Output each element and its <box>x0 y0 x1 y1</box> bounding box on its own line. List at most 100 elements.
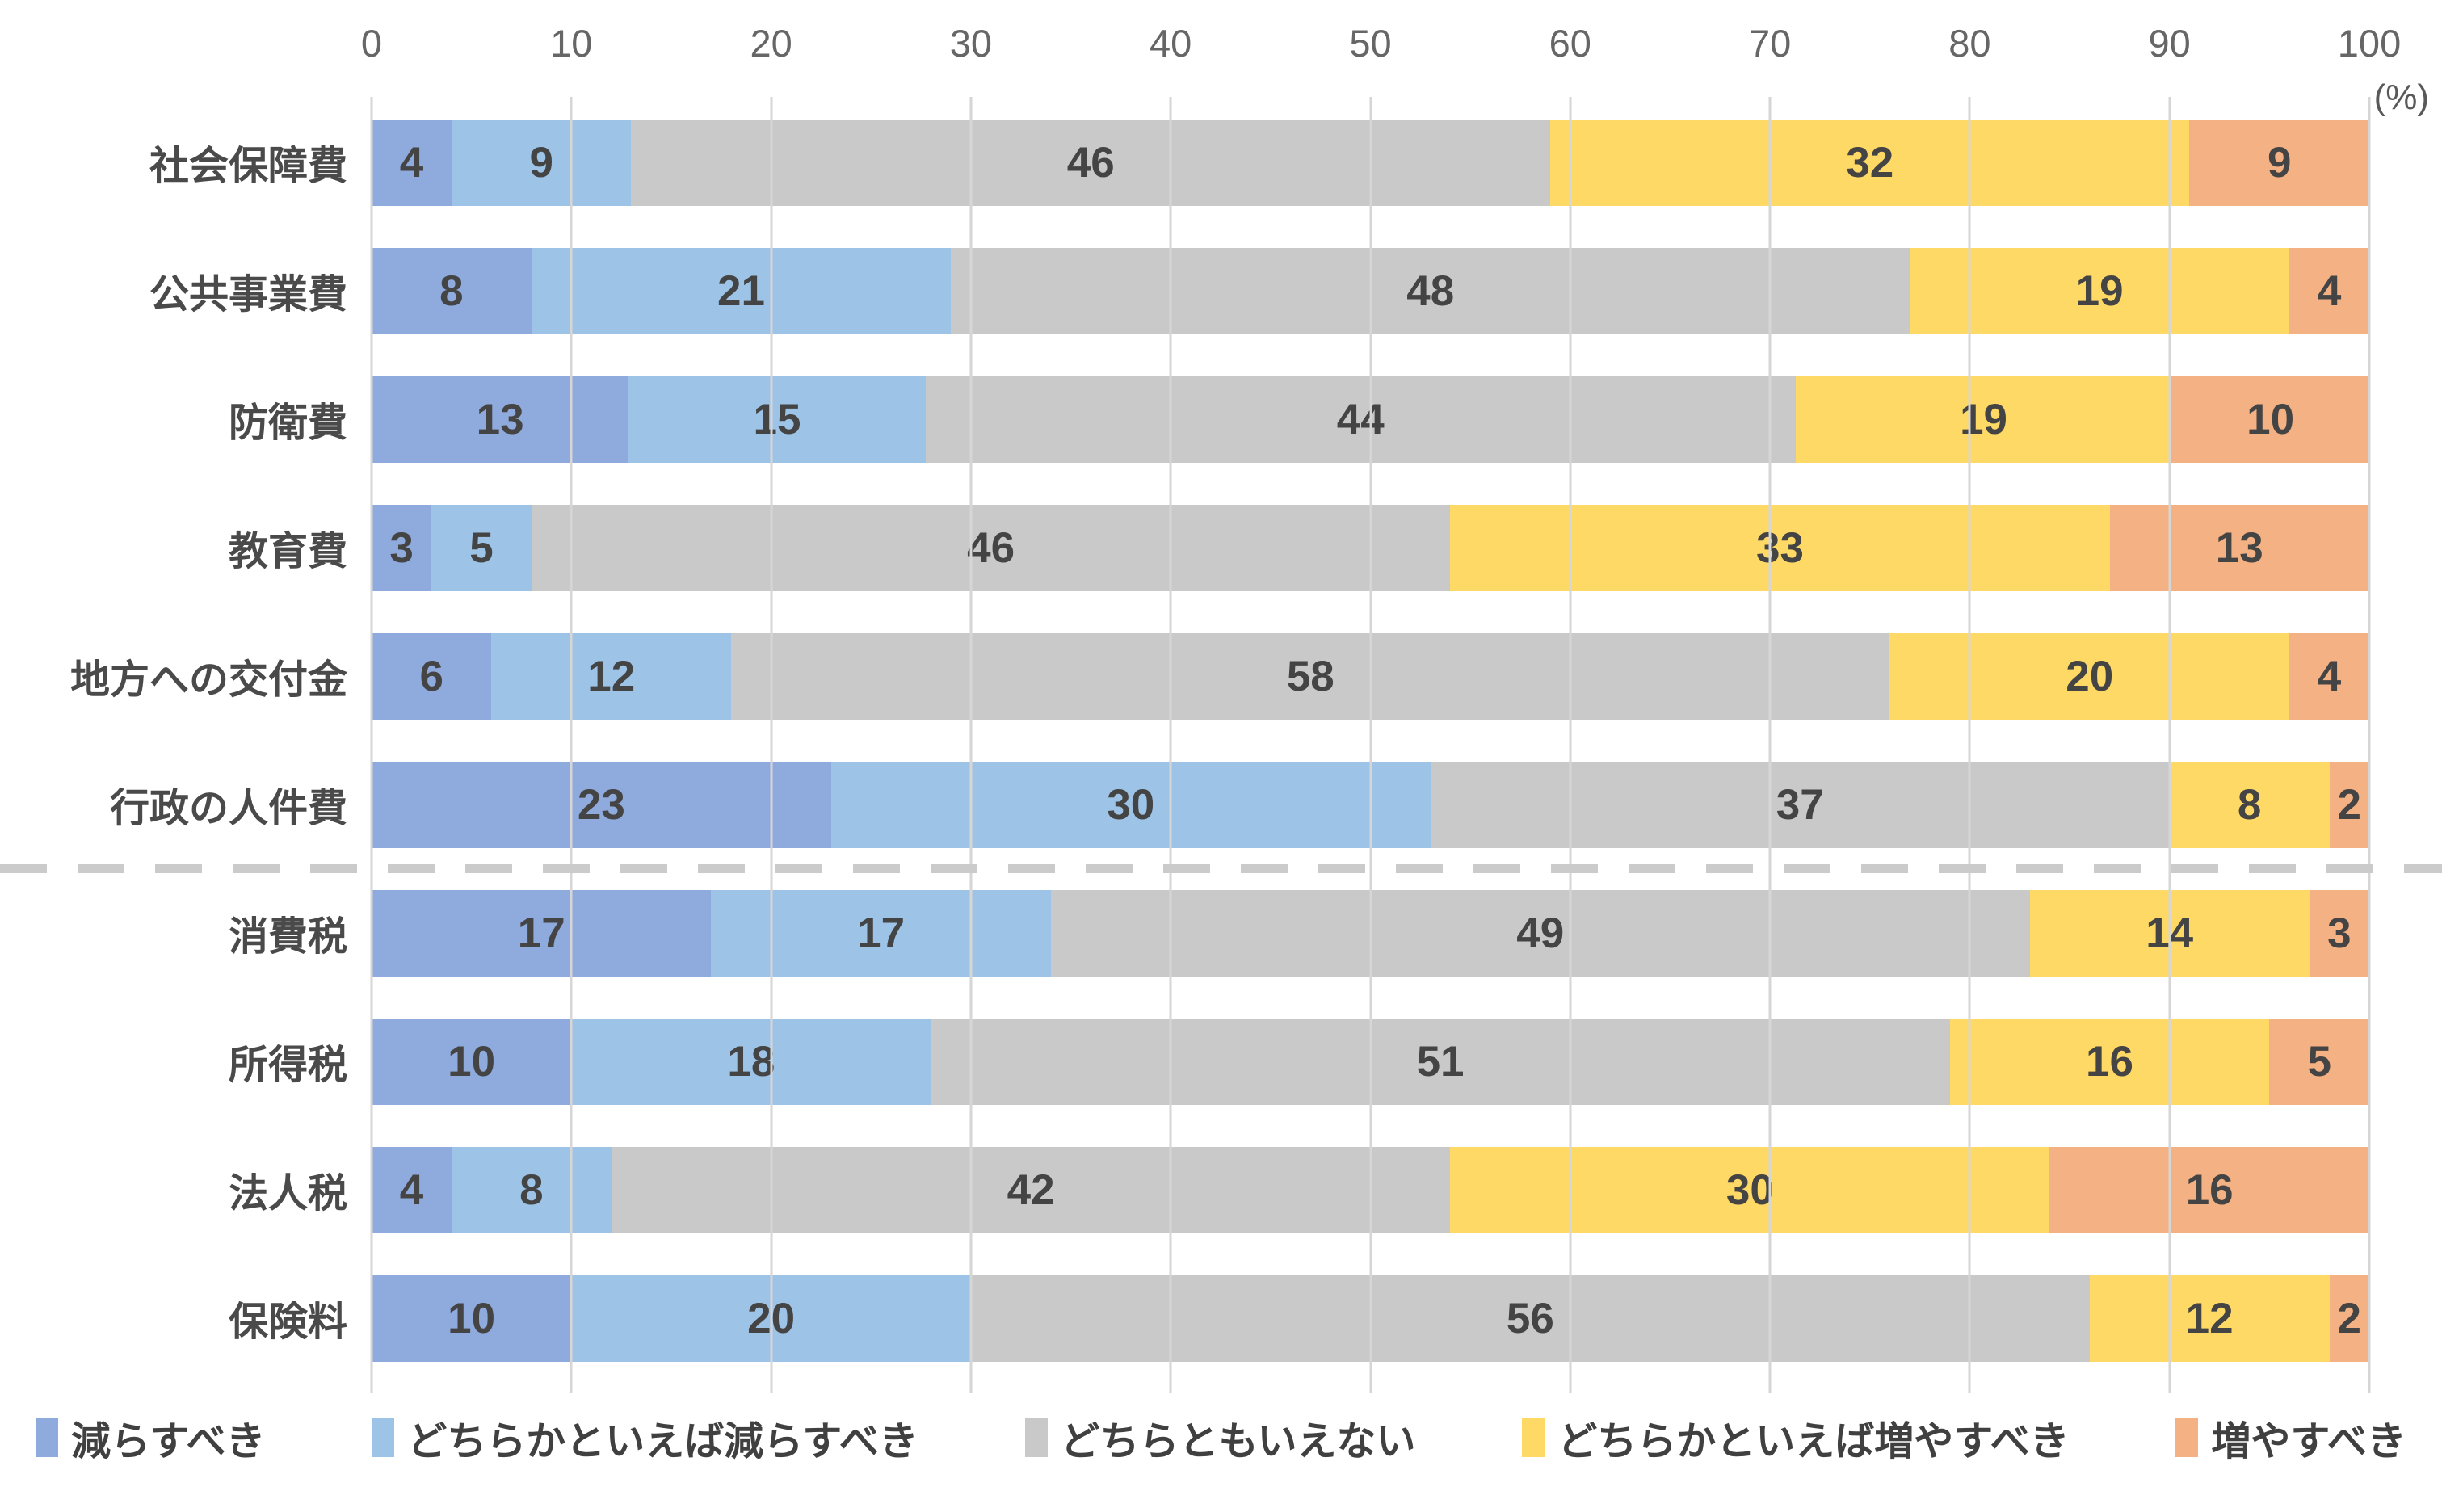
bar-segment: 10 <box>372 1018 572 1105</box>
x-axis-tick-80: 80 <box>1948 22 1991 65</box>
category-label: 教育費 <box>228 530 347 573</box>
bar-segment: 9 <box>451 120 632 206</box>
bar-segment: 12 <box>491 633 732 720</box>
x-axis-tick-20: 20 <box>750 22 792 65</box>
category-label: 社会保障費 <box>149 145 347 188</box>
stacked-bar: 17 17 49 14 3 <box>372 890 2369 976</box>
segment-value-label: 5 <box>469 524 494 572</box>
bar-segment: 10 <box>2171 376 2369 463</box>
bar-row: 消費税 17 17 49 14 3 <box>0 890 2369 976</box>
x-axis-tick-50: 50 <box>1349 22 1392 65</box>
bar-segment: 13 <box>2109 505 2369 591</box>
x-axis-tick-30: 30 <box>949 22 993 65</box>
segment-value-label: 42 <box>1007 1166 1055 1214</box>
segment-value-label: 48 <box>1406 267 1455 315</box>
segment-value-label: 5 <box>2307 1038 2331 1086</box>
bar-segment: 20 <box>571 1275 971 1362</box>
bar-segment: 3 <box>372 505 432 591</box>
stacked-bar: 8 21 48 19 4 <box>372 248 2370 334</box>
legend-label: どちらかといえば減らすべき <box>407 1419 918 1464</box>
bar-segment: 37 <box>1430 762 2170 848</box>
bar-segment: 8 <box>2169 762 2330 848</box>
bar-segment: 32 <box>1550 120 2190 206</box>
category-label: 所得税 <box>228 1044 347 1087</box>
legend: 減らすべき どちらかといえば減らすべき どちらともいえない どちらかといえば増やすべき… <box>0 1405 2442 1470</box>
category-label: 消費税 <box>228 915 347 959</box>
segment-value-label: 4 <box>399 1166 424 1214</box>
segment-value-label: 33 <box>1755 524 1804 572</box>
segment-value-label: 16 <box>2185 1166 2234 1214</box>
bar-segment: 10 <box>372 1275 572 1362</box>
bar-segment: 8 <box>372 248 532 334</box>
legend-label: どちらかといえば増やすべき <box>1557 1419 2070 1464</box>
bar-segment: 46 <box>531 505 1451 591</box>
segment-value-label: 12 <box>587 653 636 700</box>
segment-value-label: 46 <box>967 524 1015 572</box>
segment-value-label: 44 <box>1336 396 1385 443</box>
segment-value-label: 10 <box>448 1038 496 1086</box>
category-label: 法人税 <box>228 1172 347 1216</box>
bar-row: 法人税 4 8 42 30 16 <box>0 1147 2370 1233</box>
segment-value-label: 17 <box>857 909 906 957</box>
bar-segment: 15 <box>628 376 926 463</box>
segment-value-label: 3 <box>2327 909 2352 957</box>
segment-value-label: 46 <box>1066 139 1115 187</box>
legend-label: 増やすべき <box>2211 1419 2406 1464</box>
segment-value-label: 4 <box>2317 653 2342 700</box>
bar-segment: 30 <box>1450 1147 2050 1233</box>
legend-swatch <box>36 1418 58 1457</box>
x-axis-tick-90: 90 <box>2148 22 2191 65</box>
segment-value-label: 10 <box>448 1295 496 1342</box>
bar-segment: 33 <box>1450 505 2110 591</box>
bar-segment: 17 <box>711 890 1051 976</box>
segment-value-label: 20 <box>747 1295 796 1342</box>
bar-segment: 4 <box>372 120 452 206</box>
segment-value-label: 30 <box>1107 781 1155 829</box>
segment-value-label: 16 <box>2086 1038 2133 1086</box>
segment-value-label: 13 <box>476 396 524 443</box>
bar-segment: 44 <box>925 376 1796 463</box>
legend-swatch <box>372 1418 395 1457</box>
stacked-bar: 10 20 56 12 2 <box>372 1275 2369 1362</box>
segment-value-label: 4 <box>399 139 424 187</box>
stacked-bar: 6 12 58 20 4 <box>372 633 2369 720</box>
segment-value-label: 23 <box>577 781 625 829</box>
x-axis: 0 10 20 30 40 50 60 70 80 90 100 <box>361 21 2401 81</box>
bar-segment: 30 <box>830 762 1431 848</box>
category-label: 防衛費 <box>228 401 347 445</box>
legend-item: どちらかといえば増やすべき <box>1522 1409 2070 1467</box>
bar-segment: 9 <box>2189 120 2369 206</box>
bar-row: 教育費 3 5 46 33 13 <box>0 505 2369 591</box>
x-axis-tick-100: 100 <box>2337 22 2402 65</box>
bar-segment: 14 <box>2029 890 2310 976</box>
segment-value-label: 51 <box>1416 1038 1465 1086</box>
bar-segment: 4 <box>2289 633 2369 720</box>
category-label: 行政の人件費 <box>109 787 347 830</box>
bar-row: 防衛費 13 15 44 19 10 <box>0 376 2369 463</box>
bar-segment: 23 <box>372 762 831 848</box>
bar-segment: 13 <box>372 376 629 463</box>
bar-segment: 42 <box>611 1147 1451 1233</box>
bar-segment: 8 <box>451 1147 612 1233</box>
bar-segment: 17 <box>372 890 712 976</box>
bar-segment: 20 <box>1889 633 2290 720</box>
bar-segment: 21 <box>531 248 952 334</box>
bar-segment: 56 <box>970 1275 2090 1362</box>
bar-segment: 58 <box>731 633 1890 720</box>
bar-row: 所得税 10 18 51 16 5 <box>0 1018 2370 1105</box>
bar-row: 行政の人件費 23 30 37 8 2 <box>0 762 2370 848</box>
bar-segment: 51 <box>931 1018 1950 1105</box>
category-label: 公共事業費 <box>149 273 347 317</box>
bar-segment: 2 <box>2329 1275 2369 1362</box>
x-axis-tick-0: 0 <box>360 22 383 65</box>
segment-value-label: 30 <box>1725 1166 1774 1214</box>
segment-value-label: 2 <box>2337 781 2362 829</box>
legend-label: 減らすべき <box>71 1419 266 1464</box>
bar-row: 保険料 10 20 56 12 2 <box>0 1275 2369 1362</box>
segment-value-label: 13 <box>2215 524 2263 572</box>
bar-segment: 49 <box>1050 890 2030 976</box>
bar-segment: 48 <box>951 248 1910 334</box>
segment-value-label: 9 <box>529 139 553 187</box>
segment-value-label: 37 <box>1776 781 1824 829</box>
